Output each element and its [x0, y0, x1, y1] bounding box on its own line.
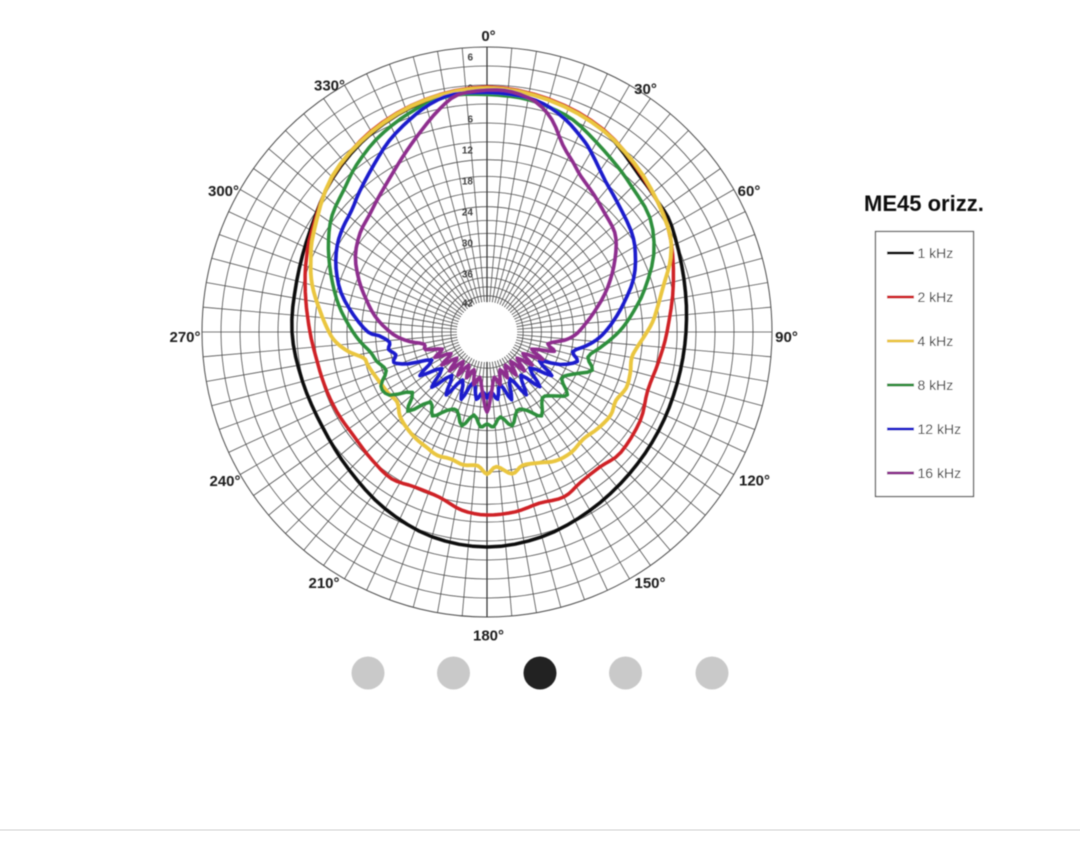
- svg-text:4 kHz: 4 kHz: [918, 333, 954, 349]
- svg-text:16 kHz: 16 kHz: [918, 465, 962, 481]
- svg-text:2 kHz: 2 kHz: [918, 289, 954, 305]
- svg-text:180°: 180°: [473, 628, 504, 645]
- svg-text:6: 6: [467, 53, 473, 64]
- svg-text:1 kHz: 1 kHz: [918, 245, 954, 261]
- svg-text:0°: 0°: [481, 28, 495, 45]
- svg-text:30: 30: [462, 239, 474, 250]
- svg-text:210°: 210°: [308, 575, 339, 592]
- svg-text:12: 12: [462, 146, 474, 157]
- svg-text:60°: 60°: [738, 183, 761, 200]
- svg-text:90°: 90°: [775, 329, 798, 346]
- svg-text:30°: 30°: [634, 81, 657, 98]
- svg-text:6: 6: [467, 115, 473, 126]
- svg-text:36: 36: [462, 270, 474, 281]
- svg-text:330°: 330°: [314, 78, 345, 95]
- svg-text:8 kHz: 8 kHz: [918, 377, 954, 393]
- svg-text:270°: 270°: [169, 329, 200, 346]
- svg-text:24: 24: [462, 208, 474, 219]
- svg-text:12 kHz: 12 kHz: [918, 421, 962, 437]
- svg-text:18: 18: [462, 177, 474, 188]
- svg-text:ME45 orizz.: ME45 orizz.: [864, 191, 984, 216]
- svg-text:120°: 120°: [739, 473, 770, 490]
- svg-text:150°: 150°: [634, 575, 665, 592]
- svg-text:240°: 240°: [209, 473, 240, 490]
- svg-text:300°: 300°: [208, 183, 239, 200]
- svg-text:42: 42: [462, 299, 474, 310]
